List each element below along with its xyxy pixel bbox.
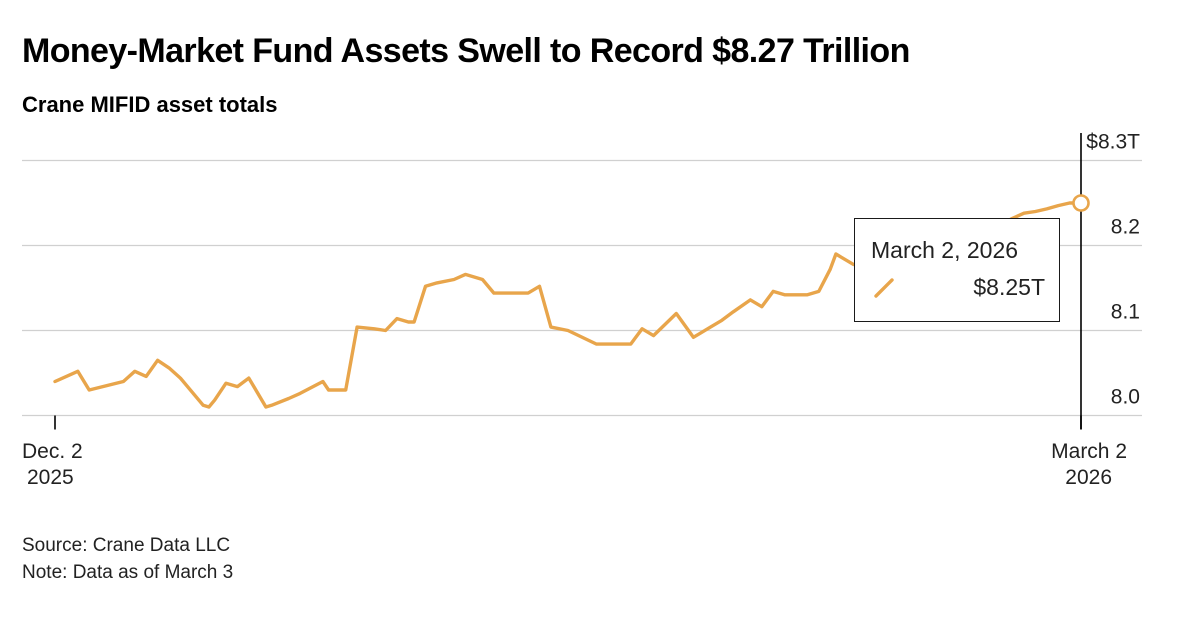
x-axis-labels: Dec. 2 2025 March 2 2026 [22,440,1127,489]
tooltip-date: March 2, 2026 [871,237,1019,263]
x-tick-label: Dec. 2 [22,440,83,463]
x-tick-label-year: 2025 [27,466,74,489]
tooltip: March 2, 2026 $8.25T [854,218,1060,322]
source-note: Source: Crane Data LLC [22,535,231,556]
latest-point-marker[interactable] [1072,194,1090,212]
x-tick-label: March 2 [1051,440,1127,463]
chart-subtitle: Crane MIFID asset totals [22,92,278,117]
tooltip-line-swatch-icon [874,278,894,298]
chart-title: Money-Market Fund Assets Swell to Record… [22,32,910,70]
y-tick-label: 8.0 [1111,386,1140,409]
y-tick-label: 8.1 [1111,301,1140,324]
y-tick-label: 8.2 [1111,216,1140,239]
data-note: Note: Data as of March 3 [22,562,234,583]
x-tick-label-year: 2026 [1065,466,1112,489]
y-tick-label: $8.3T [1086,131,1140,154]
tooltip-value: $8.25T [973,274,1045,300]
x-axis-ticks [54,415,1082,430]
y-axis-labels: 8.0 8.1 8.2 $8.3T [1086,131,1140,409]
